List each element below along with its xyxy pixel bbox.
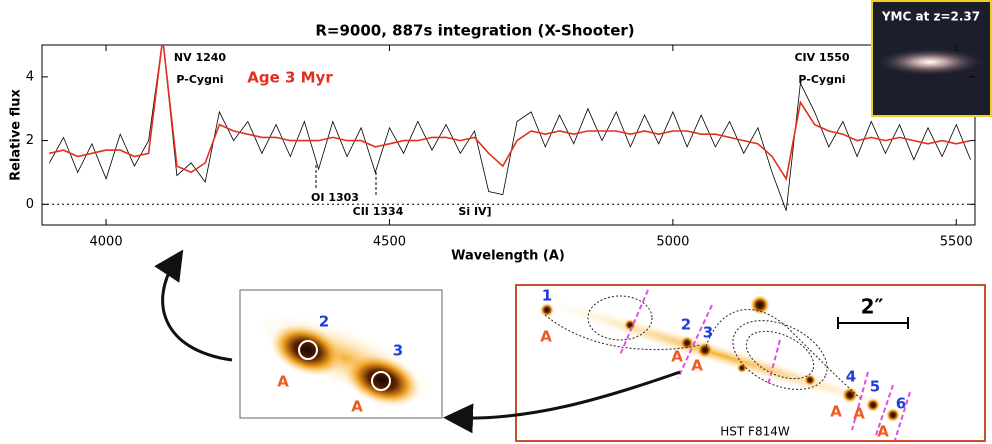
annotation: P-Cygni: [176, 73, 223, 86]
annotation: Si IV]: [458, 205, 491, 218]
annotation: NV 1240: [174, 51, 227, 64]
hst-slits: [619, 289, 911, 441]
hst-label: 3: [703, 324, 713, 342]
chart-title: R=9000, 887s integration (X-Shooter): [315, 22, 634, 40]
hst-label: A: [830, 403, 842, 421]
zoom-blob: [270, 323, 344, 377]
x-tick-label: 5000: [656, 235, 689, 250]
hst-label: A: [691, 357, 703, 375]
hst-caption: HST F814W: [720, 425, 790, 439]
hst-knots: [540, 295, 900, 422]
hst-label: A: [853, 405, 865, 423]
hst-label: 6: [896, 395, 906, 413]
hst-label: A: [877, 423, 889, 441]
zoom-label: 3: [393, 342, 403, 360]
zoom-label: A: [277, 373, 289, 391]
y-tick-label: 4: [26, 69, 34, 84]
x-tick-label: 4500: [373, 235, 406, 250]
hst-label: 5: [870, 378, 880, 396]
hst-label: A: [671, 348, 683, 366]
spectrum-line: [49, 45, 971, 181]
zoom-blob: [343, 353, 421, 407]
x-tick-label: 5500: [940, 235, 973, 250]
zoom-label: 2: [319, 313, 329, 331]
x-axis-label: Wavelength (A): [451, 249, 565, 264]
inset-galaxy: [875, 48, 985, 76]
y-tick-label: 2: [26, 133, 34, 148]
hst-label: 2: [681, 316, 691, 334]
hst-label: 4: [846, 368, 856, 386]
hst-label: 1: [542, 287, 552, 305]
annotation: OI 1303: [311, 191, 359, 204]
arrow: [443, 370, 681, 434]
zoom-circle: [371, 371, 391, 391]
annotation: P-Cygni: [798, 73, 845, 86]
hst-label: A: [540, 328, 552, 346]
zoom-label: A: [351, 398, 363, 416]
annotation: CIV 1550: [794, 51, 849, 64]
plot-area: [49, 45, 971, 211]
annotation: CII 1334: [353, 205, 404, 218]
plot-frame: [41, 44, 976, 226]
inset-label: YMC at z=2.37: [881, 10, 980, 24]
annotation: Age 3 Myr: [247, 69, 333, 87]
y-tick-label: 0: [26, 197, 34, 212]
y-axis-label: Relative flux: [9, 88, 24, 180]
spectrum-line: [49, 45, 971, 211]
zoom-circle: [298, 340, 318, 360]
arrow: [154, 249, 233, 362]
scale-label: 2″: [861, 295, 884, 319]
x-tick-label: 4000: [90, 235, 123, 250]
